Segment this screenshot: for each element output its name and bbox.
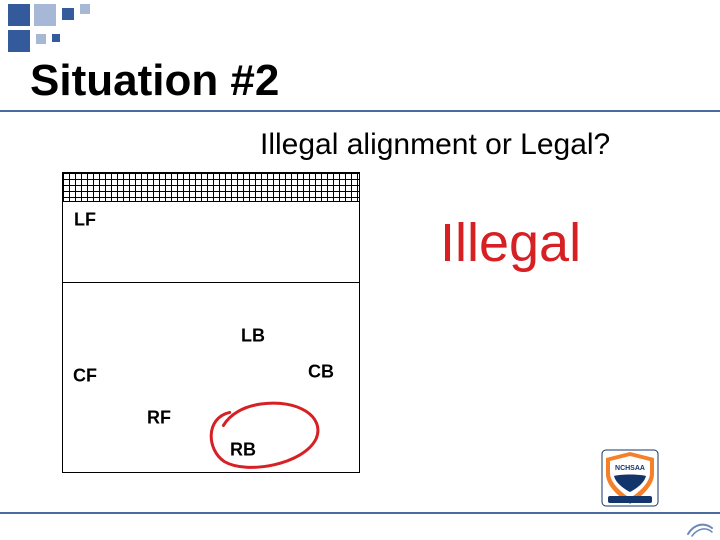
highlight-circle xyxy=(199,390,328,478)
svg-text:NCHSAA: NCHSAA xyxy=(615,465,645,472)
position-cb: CB xyxy=(308,362,334,383)
net-hatch xyxy=(62,172,360,202)
slide-root: Situation #2 Illegal alignment or Legal?… xyxy=(0,0,720,540)
court-box: LF LB CF CB RF RB xyxy=(62,202,360,473)
position-rf: RF xyxy=(147,408,171,429)
attack-line xyxy=(63,282,359,283)
verdict-text: Illegal xyxy=(440,212,581,274)
divider-top xyxy=(0,110,720,112)
court-diagram: LF LB CF CB RF RB xyxy=(62,172,360,473)
corner-decoration xyxy=(8,4,128,52)
corner-swoosh-icon xyxy=(686,518,714,538)
position-lf: LF xyxy=(74,210,96,231)
position-lb: LB xyxy=(241,326,265,347)
position-cf: CF xyxy=(73,366,97,387)
slide-title: Situation #2 xyxy=(30,56,279,106)
divider-bottom xyxy=(0,512,720,514)
slide-subtitle: Illegal alignment or Legal? xyxy=(260,128,610,162)
nchsaa-logo: NCHSAA xyxy=(600,448,660,508)
